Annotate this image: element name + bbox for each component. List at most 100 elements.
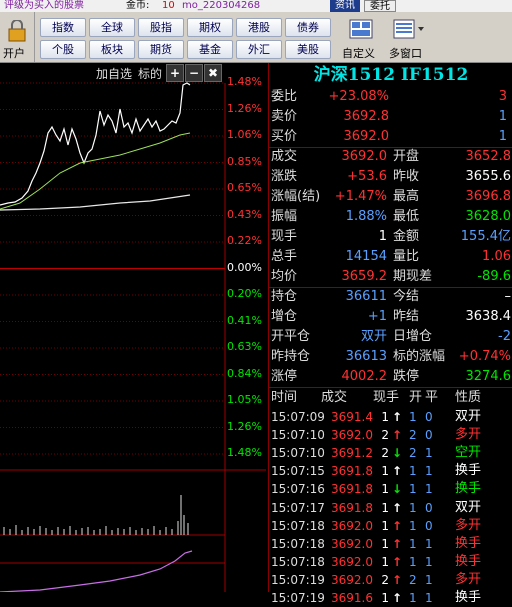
tick-open: 1 <box>409 518 417 533</box>
quote-value: 155.4亿 <box>460 229 511 244</box>
tick-arrow: ↑ <box>392 536 403 551</box>
tick-open: 1 <box>409 554 417 569</box>
nav-button[interactable]: 基金 <box>187 40 233 59</box>
multi-window[interactable]: 多窗口 <box>389 47 422 60</box>
tick-volume: 1 <box>381 482 389 497</box>
quote-value: 3638.4 <box>465 309 512 324</box>
open-account[interactable]: 开户 <box>3 47 25 60</box>
quote-value: +0.74% <box>458 349 511 364</box>
tick-close: 0 <box>425 500 433 515</box>
quote-label: 跌停 <box>393 369 420 384</box>
quote-label: 今结 <box>393 289 420 304</box>
nav-button[interactable]: 股指 <box>138 18 184 37</box>
tick-close: 1 <box>425 536 433 551</box>
tick-arrow: ↑ <box>392 410 403 424</box>
chart-tool[interactable]: + <box>166 64 184 82</box>
quote-value: +23.08% <box>328 89 389 104</box>
tick-close: 1 <box>425 446 433 461</box>
nav-button[interactable]: 板块 <box>89 40 135 59</box>
tick-price: 3691.8 <box>331 482 373 497</box>
quote-value: 3628.0 <box>465 209 512 224</box>
order-button[interactable]: 委托 <box>364 0 396 12</box>
tick-price: 3692.0 <box>331 518 373 533</box>
quote-label: 开盘 <box>393 149 420 164</box>
tick-open: 1 <box>409 536 417 551</box>
nav-button[interactable]: 债券 <box>285 18 331 37</box>
separator <box>34 12 35 62</box>
tick-price: 3691.8 <box>331 464 373 479</box>
nav-button[interactable]: 港股 <box>236 18 282 37</box>
tick-price: 3692.0 <box>331 554 373 569</box>
divider <box>269 387 512 388</box>
price-line <box>0 82 191 206</box>
quote-extra: 3 <box>498 89 507 104</box>
quote-label: 成交 <box>271 149 298 164</box>
quote-label: 涨停 <box>271 369 298 384</box>
tick-price: 3691.4 <box>331 410 373 424</box>
quote-label: 昨结 <box>393 309 420 324</box>
divider <box>269 147 512 148</box>
quote-label: 均价 <box>271 269 298 284</box>
tick-open: 1 <box>409 410 417 424</box>
quote-value: 1.06 <box>482 249 511 264</box>
quote-value: 3274.6 <box>465 369 512 384</box>
nav-button[interactable]: 个股 <box>40 40 86 59</box>
nav-button[interactable]: 外汇 <box>236 40 282 59</box>
tick-header: 开 <box>409 390 423 405</box>
nav-button[interactable]: 全球 <box>89 18 135 37</box>
quote-value: 1 <box>378 229 387 244</box>
quote-label: 振幅 <box>271 209 298 224</box>
title-bar: 评级为买入的股票 金币: 10 mo_220304268 资讯 委托 <box>0 0 512 12</box>
nav-button[interactable]: 期权 <box>187 18 233 37</box>
scale-label: 0.85% <box>227 154 262 168</box>
nav-button[interactable]: 指数 <box>40 18 86 37</box>
news-button[interactable]: 资讯 <box>330 0 360 12</box>
chart-tool[interactable]: ✖ <box>204 64 222 82</box>
nav-button[interactable]: 美股 <box>285 40 331 59</box>
tick-kind: 换手 <box>455 463 482 479</box>
tick-open: 2 <box>409 428 417 443</box>
coin-label: 金币: <box>126 0 150 11</box>
scale-label: 0.22% <box>227 234 262 247</box>
tick-close: 1 <box>425 554 433 569</box>
tick-header: 成交 <box>321 390 348 405</box>
custom[interactable]: 自定义 <box>342 47 375 60</box>
user: mo_220304268 <box>182 0 261 11</box>
chart-tool[interactable]: − <box>185 64 203 82</box>
scale-label: 1.26% <box>227 101 262 115</box>
quote-label: 委比 <box>271 89 298 104</box>
underlying[interactable]: 标的 <box>138 67 163 81</box>
quote-label: 卖价 <box>271 109 298 124</box>
quote-label: 持仓 <box>271 289 298 304</box>
quote-value: 3652.8 <box>465 149 512 164</box>
lock-icon <box>8 20 26 42</box>
quote-label: 涨幅(结) <box>271 189 321 204</box>
multi-window-icon <box>393 19 424 39</box>
scale-label: 0.65% <box>227 181 262 194</box>
quote-label: 总手 <box>271 249 298 264</box>
quote-value: 3659.2 <box>341 269 388 284</box>
quote-value: +1 <box>367 309 387 324</box>
tick-open: 2 <box>409 572 417 587</box>
add-watch[interactable]: 加自选 <box>96 67 133 81</box>
tick-arrow: ↓ <box>392 446 403 461</box>
nav-button[interactable]: 期货 <box>138 40 184 59</box>
scale-label: 1.05% <box>227 393 262 406</box>
tick-header: 平 <box>425 390 439 405</box>
quote-label: 日增仓 <box>393 329 433 344</box>
tick-header: 现手 <box>373 390 400 405</box>
custom-icon <box>349 19 373 39</box>
quote-label: 开平仓 <box>271 329 311 344</box>
scale-label: 1.48% <box>227 446 262 459</box>
tick-kind: 双开 <box>455 409 482 424</box>
tick-close: 0 <box>425 410 433 424</box>
tick-time: 15:07:10 <box>271 428 325 443</box>
chart-pane: 加自选 标的 + − ✖ 1.48% 1.26% 1.06% 0.85% 0.65% 0.43… <box>0 63 266 592</box>
quote-value: 14154 <box>345 249 387 264</box>
tick-volume: 1 <box>381 518 389 533</box>
tick-time: 15:07:16 <box>271 482 325 497</box>
quote-value: 3655.6 <box>465 169 512 184</box>
scale-label: 1.48% <box>227 75 262 88</box>
quote-label: 增仓 <box>271 309 298 324</box>
tick-time: 15:07:18 <box>271 536 325 551</box>
